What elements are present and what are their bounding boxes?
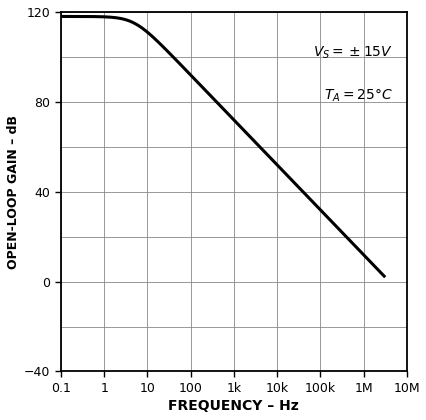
Y-axis label: OPEN-LOOP GAIN – dB: OPEN-LOOP GAIN – dB: [7, 115, 20, 269]
Text: $T_A = 25°C$: $T_A = 25°C$: [323, 87, 392, 104]
X-axis label: FREQUENCY – Hz: FREQUENCY – Hz: [168, 399, 299, 413]
Text: $V_S = \pm15V$: $V_S = \pm15V$: [312, 44, 392, 61]
